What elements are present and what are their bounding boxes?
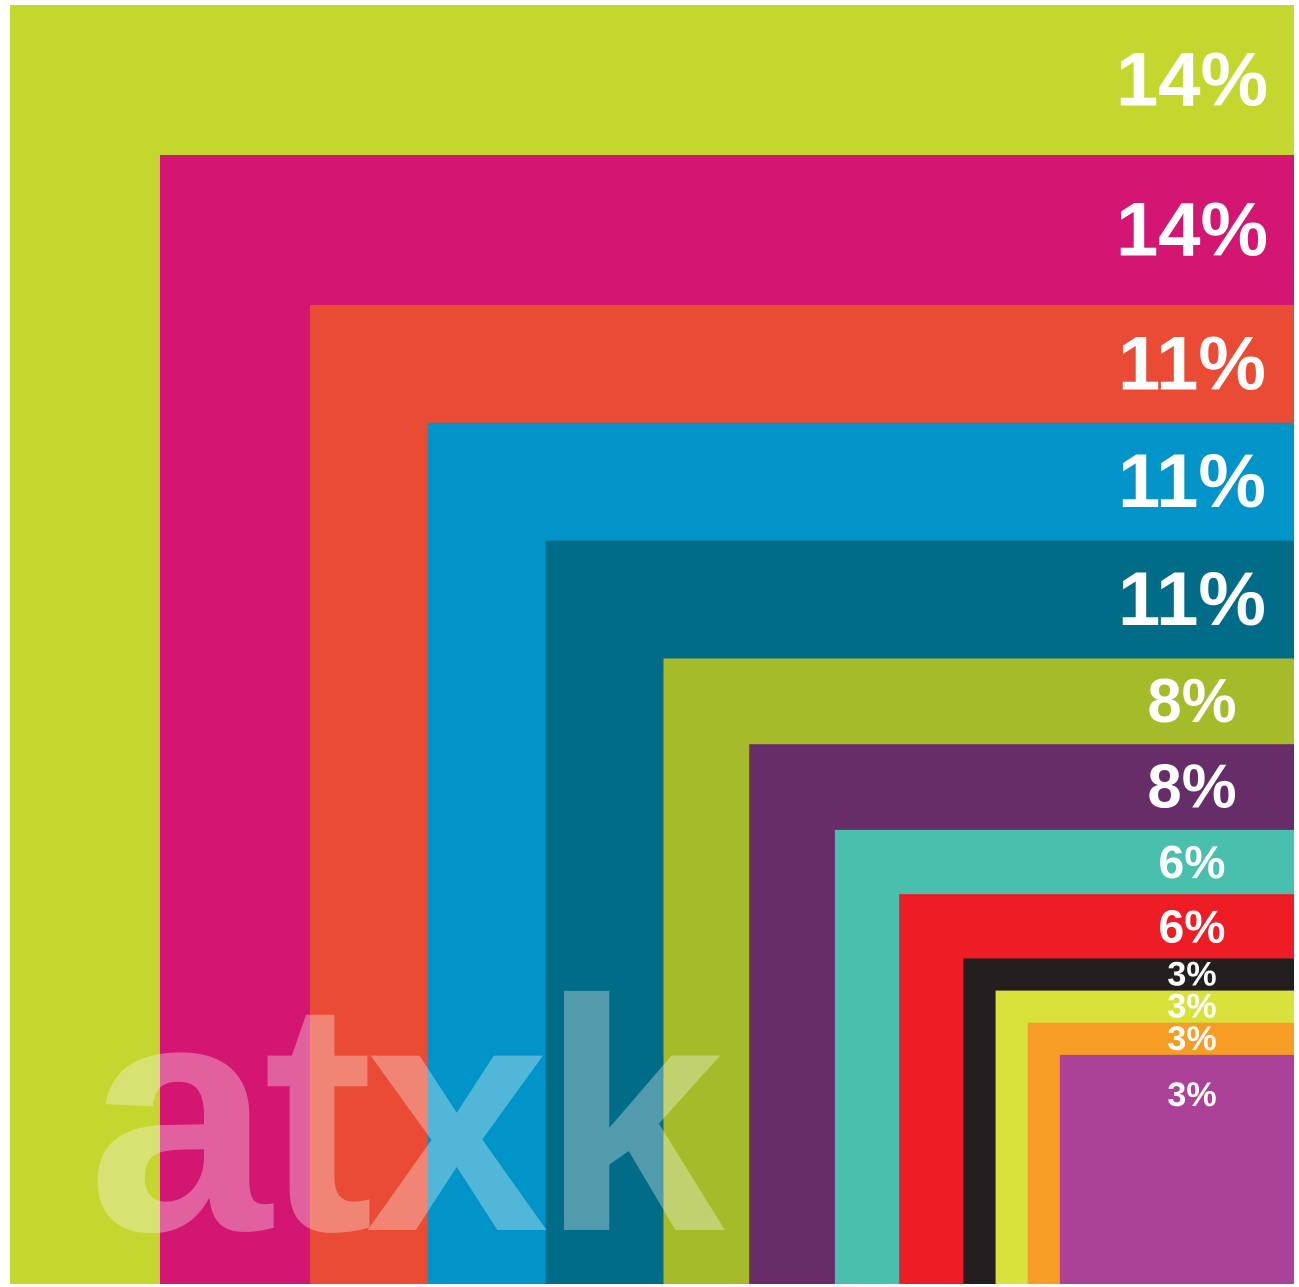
chart-labels: 14%14%11%11%11%8%8%6%6%3%3%3%3% — [1116, 37, 1268, 1113]
watermark-logo: atxk — [88, 931, 727, 1287]
band-13 — [1059, 1054, 1294, 1284]
band-label-11: 3% — [1167, 988, 1216, 1026]
band-label-6: 8% — [1147, 667, 1236, 736]
chart-bands — [10, 5, 1294, 1284]
band-label-4: 11% — [1118, 439, 1266, 524]
band-label-13: 3% — [1167, 1076, 1216, 1114]
band-label-8: 6% — [1159, 836, 1226, 888]
band-label-10: 3% — [1167, 956, 1216, 994]
band-label-1: 14% — [1116, 37, 1268, 122]
band-label-5: 11% — [1118, 557, 1266, 642]
band-label-3: 11% — [1118, 321, 1266, 406]
band-label-2: 14% — [1116, 187, 1268, 272]
band-label-9: 6% — [1159, 900, 1226, 952]
band-label-12: 3% — [1167, 1020, 1216, 1058]
band-label-7: 8% — [1147, 753, 1236, 822]
